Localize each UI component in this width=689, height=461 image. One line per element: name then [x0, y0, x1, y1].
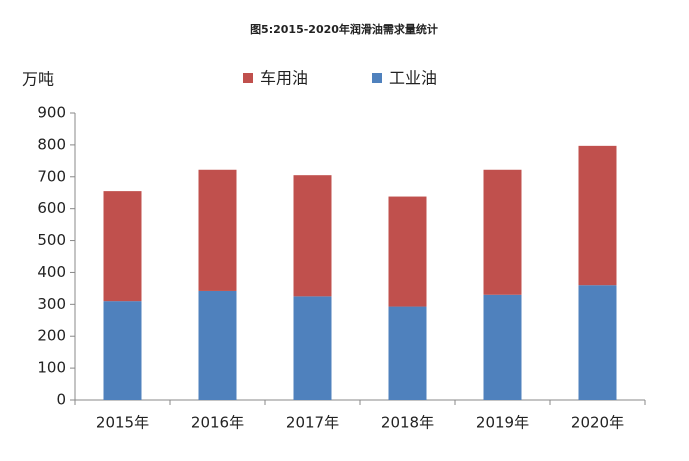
- x-tick-label: 2017年: [286, 414, 339, 432]
- x-tick-label: 2016年: [191, 414, 244, 432]
- bar-segment: [578, 285, 617, 400]
- legend-label: 工业油: [389, 69, 437, 88]
- y-tick-label: 100: [37, 359, 66, 377]
- bar-segment: [293, 296, 332, 400]
- y-tick-label: 0: [56, 391, 66, 409]
- bar-segment: [483, 294, 522, 400]
- y-tick-label: 200: [37, 327, 66, 345]
- bar-segment: [578, 145, 617, 286]
- y-axis-label: 万吨: [22, 70, 54, 89]
- bar-segment: [103, 191, 142, 302]
- y-tick-label: 300: [37, 295, 66, 313]
- bar-segment: [483, 169, 522, 295]
- y-tick-label: 800: [37, 135, 66, 153]
- bar-segment: [103, 301, 142, 400]
- x-tick-label: 2018年: [381, 414, 434, 432]
- chart-title: 图5:2015-2020年润滑油需求量统计: [250, 22, 438, 36]
- bar-segment: [388, 196, 427, 307]
- y-tick-label: 600: [37, 199, 66, 217]
- y-tick-label: 700: [37, 167, 66, 185]
- y-tick-label: 500: [37, 231, 66, 249]
- legend-swatch: [372, 73, 382, 83]
- bar-segment: [198, 169, 237, 291]
- x-tick-label: 2015年: [96, 414, 149, 432]
- bar-segment: [388, 306, 427, 400]
- x-tick-label: 2019年: [476, 414, 529, 432]
- legend-label: 车用油: [260, 69, 308, 88]
- legend-swatch: [243, 73, 253, 83]
- y-tick-label: 400: [37, 263, 66, 281]
- y-tick-label: 900: [37, 104, 66, 122]
- bar-segment: [198, 290, 237, 400]
- x-tick-label: 2020年: [571, 414, 624, 432]
- bar-segment: [293, 175, 332, 297]
